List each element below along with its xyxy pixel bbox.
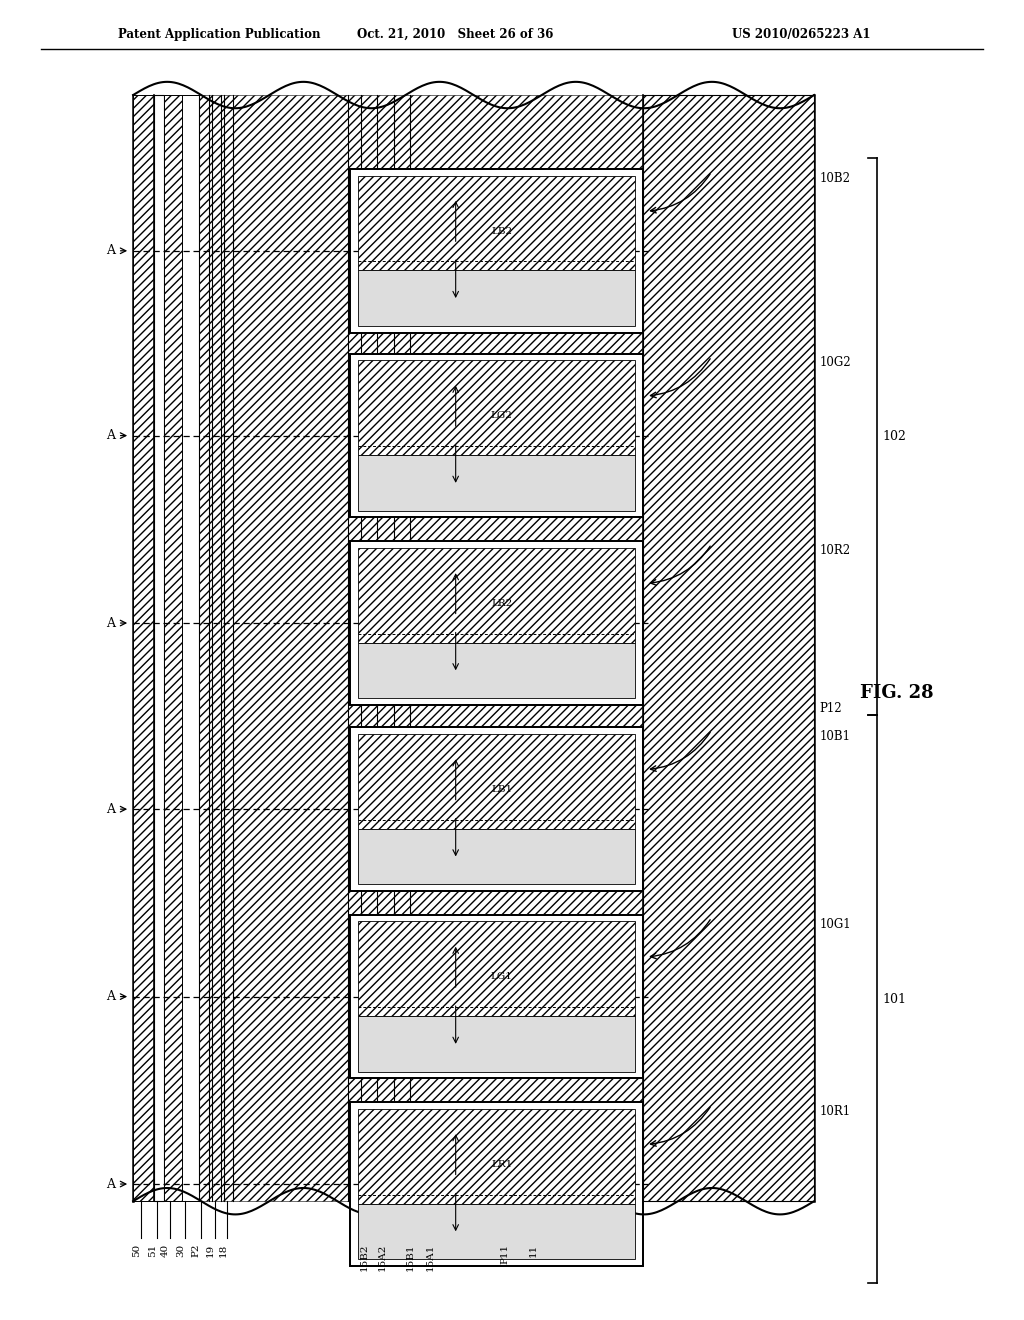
- Bar: [133, 95, 154, 1201]
- Text: 10B1: 10B1: [819, 730, 850, 743]
- Bar: [358, 643, 635, 698]
- Bar: [350, 915, 643, 1078]
- Text: P12: P12: [819, 702, 842, 715]
- Bar: [350, 915, 643, 1078]
- Text: 19: 19: [206, 1243, 215, 1257]
- Bar: [350, 169, 643, 333]
- Text: 101: 101: [883, 993, 906, 1006]
- Bar: [350, 727, 643, 891]
- Bar: [350, 354, 643, 517]
- Bar: [358, 734, 635, 829]
- Text: US 2010/0265223 A1: US 2010/0265223 A1: [732, 28, 870, 41]
- Bar: [350, 541, 643, 705]
- Bar: [154, 95, 164, 1201]
- Text: 15A2: 15A2: [378, 1243, 387, 1271]
- Bar: [358, 1109, 635, 1204]
- Text: 30: 30: [176, 1243, 185, 1257]
- Text: LB2: LB2: [492, 227, 512, 235]
- Text: LR1: LR1: [492, 1160, 512, 1168]
- Bar: [358, 1204, 635, 1259]
- Text: 102: 102: [883, 430, 906, 444]
- Text: 10B2: 10B2: [819, 172, 850, 185]
- Bar: [164, 95, 182, 1201]
- Text: 40: 40: [161, 1243, 170, 1257]
- Text: Patent Application Publication: Patent Application Publication: [118, 28, 321, 41]
- Text: A: A: [106, 990, 115, 1003]
- Bar: [350, 541, 643, 705]
- Bar: [350, 354, 643, 517]
- Bar: [643, 95, 814, 1201]
- Text: 10G1: 10G1: [819, 917, 851, 931]
- Text: 11: 11: [528, 1243, 538, 1257]
- Text: P2: P2: [191, 1243, 201, 1257]
- Text: A: A: [106, 429, 115, 442]
- Text: 15B1: 15B1: [406, 1243, 415, 1271]
- Text: LR2: LR2: [492, 599, 512, 607]
- Text: A: A: [106, 616, 115, 630]
- Bar: [358, 176, 635, 271]
- Bar: [182, 95, 199, 1201]
- Bar: [358, 360, 635, 455]
- Bar: [133, 95, 814, 1201]
- Text: P11: P11: [501, 1243, 510, 1263]
- Bar: [350, 727, 643, 891]
- Bar: [358, 455, 635, 511]
- Text: FIG. 28: FIG. 28: [860, 684, 934, 702]
- Text: 51: 51: [147, 1243, 157, 1257]
- Bar: [358, 921, 635, 1016]
- Bar: [350, 169, 643, 333]
- Text: LB1: LB1: [492, 785, 512, 793]
- Bar: [350, 1102, 643, 1266]
- Text: A: A: [106, 803, 115, 816]
- Text: A: A: [106, 1177, 115, 1191]
- Text: LG1: LG1: [490, 973, 513, 981]
- Text: 15A1: 15A1: [426, 1243, 435, 1271]
- Bar: [358, 829, 635, 884]
- Text: 50: 50: [132, 1243, 141, 1257]
- Text: 18: 18: [218, 1243, 227, 1257]
- Text: LG2: LG2: [490, 412, 513, 420]
- Bar: [350, 1102, 643, 1266]
- Bar: [358, 271, 635, 326]
- Text: 10R1: 10R1: [819, 1105, 850, 1118]
- Text: A: A: [106, 244, 115, 257]
- Bar: [358, 548, 635, 643]
- Text: 15B2: 15B2: [359, 1243, 369, 1271]
- Bar: [358, 1016, 635, 1072]
- Text: Oct. 21, 2010   Sheet 26 of 36: Oct. 21, 2010 Sheet 26 of 36: [357, 28, 554, 41]
- Text: 10R2: 10R2: [819, 544, 850, 557]
- Text: 10G2: 10G2: [819, 356, 851, 370]
